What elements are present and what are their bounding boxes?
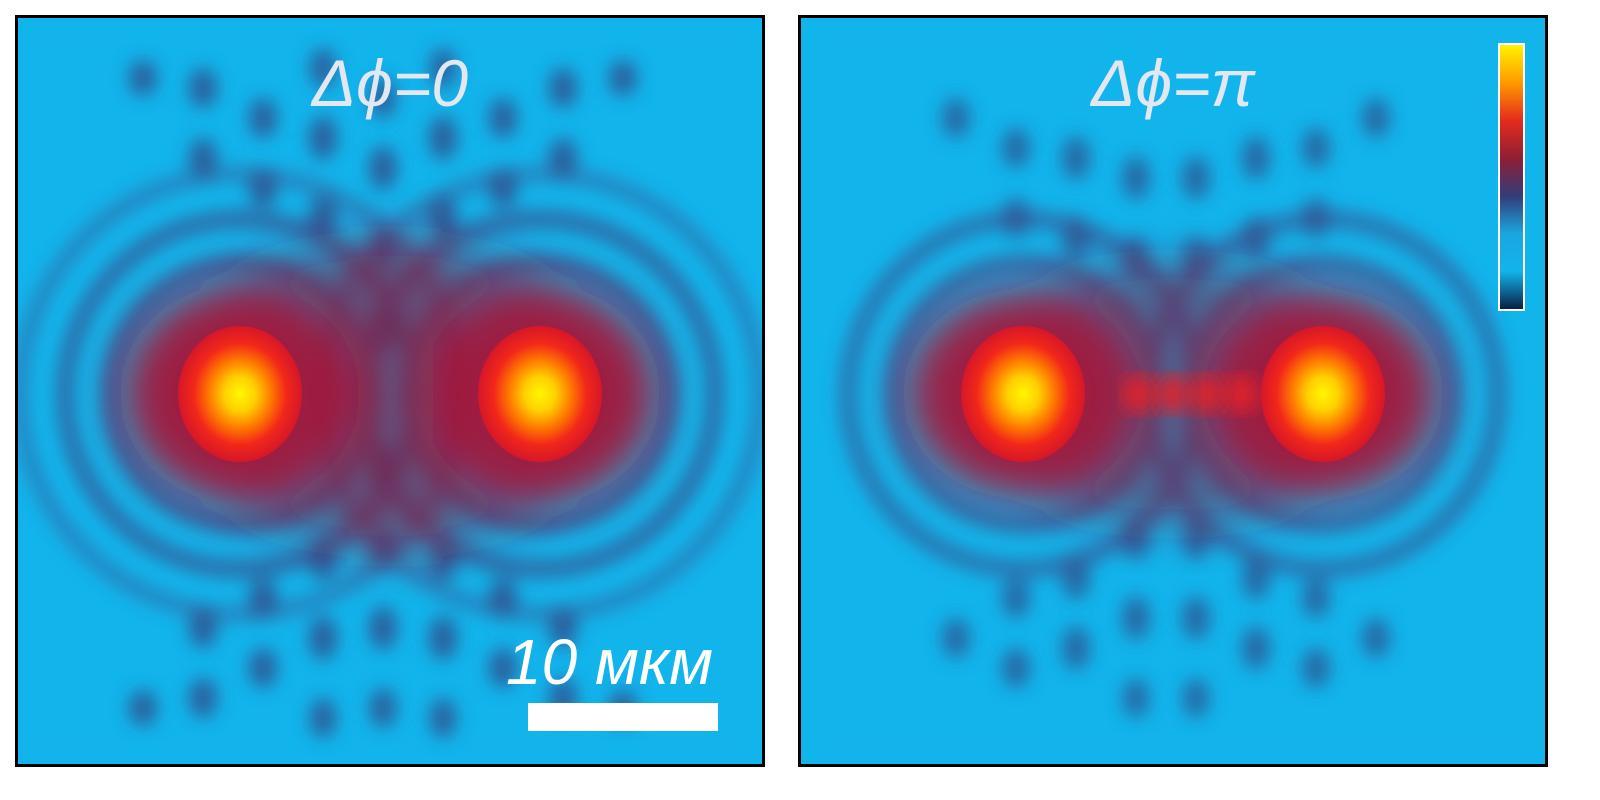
- interference-panel-phase-pi: Δϕ=π: [798, 15, 1548, 767]
- phase-label-left: Δϕ=0: [311, 46, 469, 120]
- center-dots: [1121, 374, 1259, 414]
- source-spots: [961, 326, 1385, 462]
- colorbar: [1498, 43, 1525, 311]
- intensity-map-left: [18, 18, 762, 764]
- intensity-map-right: [801, 18, 1545, 764]
- source-spots: [178, 326, 602, 462]
- source-spot-right: [1261, 326, 1385, 462]
- source-spot-right: [478, 326, 602, 462]
- interference-panel-phase-0: Δϕ=0 10 мкм: [15, 15, 765, 767]
- fringe-pattern: [840, 98, 1506, 718]
- source-spot-left: [178, 326, 302, 462]
- source-spot-left: [961, 326, 1085, 462]
- scale-bar: [528, 703, 718, 731]
- phase-label-right: Δϕ=π: [1091, 46, 1255, 120]
- scale-bar-label: 10 мкм: [506, 626, 713, 698]
- colorbar-gradient: [1500, 45, 1523, 309]
